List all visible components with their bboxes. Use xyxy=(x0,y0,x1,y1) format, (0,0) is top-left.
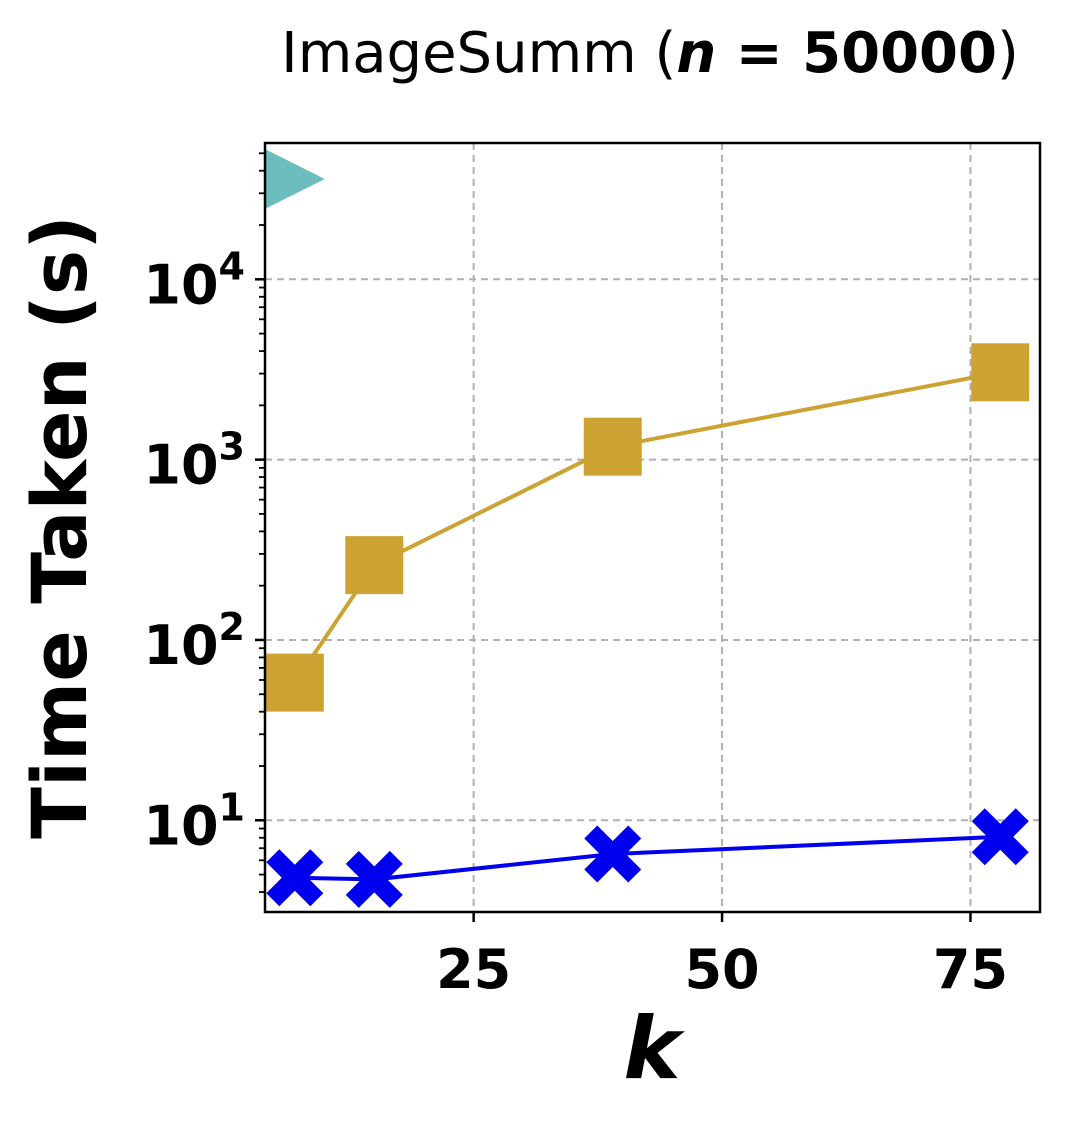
x-marker xyxy=(345,850,403,908)
y-tick-exponent: 4 xyxy=(219,244,245,288)
y-tick-base: 10 xyxy=(143,253,218,316)
x-axis-label: k xyxy=(623,999,685,1099)
square-marker xyxy=(345,536,404,595)
square-marker xyxy=(971,343,1030,402)
y-tick-base: 10 xyxy=(143,614,218,677)
y-axis-label: Time Taken (s) xyxy=(15,215,104,839)
series-line xyxy=(293,370,1001,684)
title-n-value: 50000 xyxy=(802,21,997,86)
title-equals: = xyxy=(716,21,802,86)
title-suffix: ) xyxy=(997,21,1019,86)
square-marker xyxy=(265,653,324,712)
plot-frame xyxy=(263,141,1042,914)
y-tick-label: 101 xyxy=(143,785,245,857)
title-n-symbol: n xyxy=(676,21,716,86)
y-tick-base: 10 xyxy=(143,794,218,857)
y-tick-base: 10 xyxy=(143,434,218,497)
series-layer xyxy=(264,148,1030,908)
x-marker xyxy=(584,825,642,883)
triangle-marker xyxy=(264,148,325,209)
x-marker xyxy=(971,808,1029,866)
grid-layer xyxy=(265,143,1040,912)
y-tick-label: 102 xyxy=(143,605,245,677)
y-tick-exponent: 2 xyxy=(219,605,245,649)
chart-title: ImageSumm (n = 50000) xyxy=(281,21,1019,86)
series-line xyxy=(294,834,1001,882)
x-marker xyxy=(266,849,324,907)
y-tick-label: 104 xyxy=(143,244,245,316)
x-tick-label: 50 xyxy=(684,938,759,1001)
y-tick-exponent: 3 xyxy=(219,425,245,469)
y-tick-label: 103 xyxy=(143,425,245,497)
x-tick-label: 75 xyxy=(933,938,1008,1001)
x-tick-label: 25 xyxy=(436,938,511,1001)
title-prefix: ImageSumm ( xyxy=(281,21,676,86)
square-marker xyxy=(583,417,642,476)
y-tick-exponent: 1 xyxy=(219,785,245,829)
